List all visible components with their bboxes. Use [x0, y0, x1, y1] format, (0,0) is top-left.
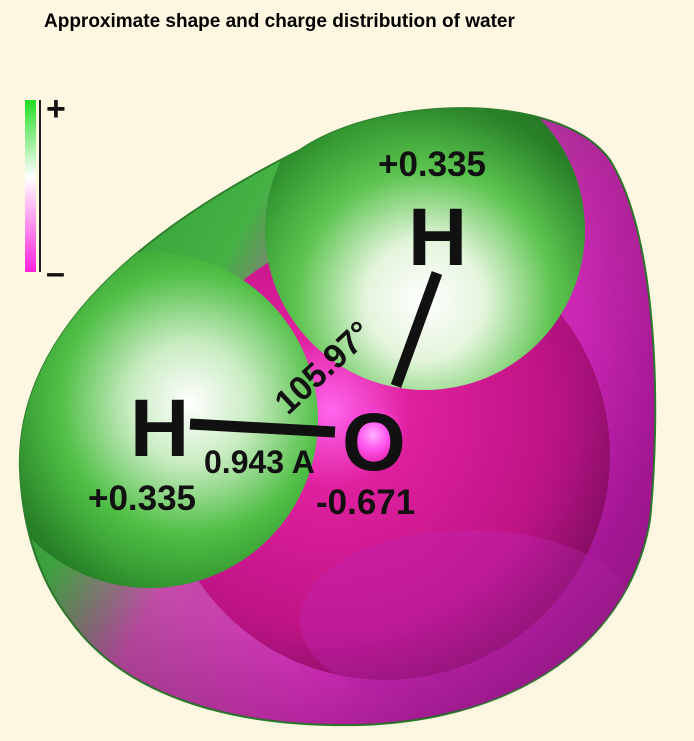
- legend-color-bar: [25, 100, 36, 272]
- bond-top: [390, 271, 443, 388]
- legend-minus-label: –: [46, 254, 65, 292]
- hydrogen-top-charge: +0.335: [378, 145, 486, 184]
- charge-legend: + –: [25, 90, 66, 292]
- bond-left: [189, 418, 336, 438]
- oxygen-symbol: O: [342, 397, 406, 488]
- legend-plus-label: +: [46, 90, 66, 128]
- figure-title: Approximate shape and charge distributio…: [44, 11, 515, 32]
- bonds: [189, 271, 443, 438]
- hydrogen-left-symbol: H: [130, 383, 189, 474]
- hydrogen-top-symbol: H: [408, 192, 467, 283]
- oxygen-charge: -0.671: [316, 483, 415, 522]
- molecule-surface: [18, 107, 657, 727]
- bond-length-label: 0.943 A: [204, 444, 315, 480]
- hydrogen-left-charge: +0.335: [88, 479, 196, 518]
- oxygen-center-glow: [341, 403, 405, 467]
